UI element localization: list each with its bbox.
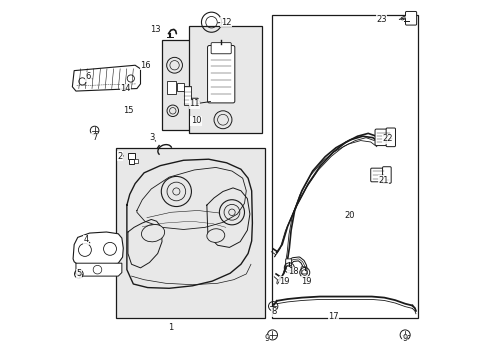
- Bar: [134, 159, 138, 163]
- Bar: [177, 83, 183, 91]
- FancyBboxPatch shape: [370, 168, 386, 182]
- FancyBboxPatch shape: [207, 45, 234, 103]
- Bar: [127, 153, 135, 159]
- FancyBboxPatch shape: [386, 128, 395, 147]
- FancyBboxPatch shape: [285, 259, 291, 266]
- Text: 23: 23: [375, 15, 386, 24]
- Text: 9: 9: [264, 334, 269, 343]
- Text: 2: 2: [117, 152, 122, 161]
- Text: 4: 4: [83, 235, 88, 244]
- Text: 10: 10: [190, 116, 201, 125]
- Ellipse shape: [206, 229, 224, 242]
- Text: 8: 8: [271, 307, 276, 316]
- Text: 17: 17: [327, 312, 338, 321]
- Bar: [188, 26, 262, 134]
- FancyBboxPatch shape: [405, 12, 416, 25]
- Text: 5: 5: [76, 269, 81, 278]
- Text: 11: 11: [189, 99, 199, 108]
- FancyBboxPatch shape: [382, 167, 390, 183]
- Text: 19: 19: [279, 276, 289, 285]
- FancyBboxPatch shape: [301, 267, 306, 274]
- Bar: [167, 81, 176, 94]
- Text: 20: 20: [343, 211, 354, 220]
- Text: 18: 18: [287, 267, 298, 276]
- Polygon shape: [73, 232, 123, 267]
- Text: 22: 22: [381, 134, 392, 143]
- Text: 21: 21: [378, 176, 388, 185]
- Text: 15: 15: [122, 105, 133, 114]
- Circle shape: [107, 246, 113, 252]
- Polygon shape: [72, 65, 140, 91]
- Text: 1: 1: [168, 323, 173, 332]
- FancyBboxPatch shape: [211, 42, 231, 54]
- Text: 19: 19: [300, 276, 311, 285]
- Text: 13: 13: [150, 25, 161, 34]
- Bar: [128, 159, 133, 164]
- Bar: [116, 148, 264, 318]
- Ellipse shape: [141, 224, 164, 242]
- Text: 14: 14: [120, 84, 130, 93]
- Text: 16: 16: [140, 61, 151, 70]
- Bar: [162, 40, 242, 130]
- Bar: [272, 15, 417, 318]
- Text: 3: 3: [149, 133, 154, 142]
- Polygon shape: [76, 263, 122, 276]
- Text: 6: 6: [85, 72, 91, 81]
- Bar: [183, 86, 191, 105]
- Text: 7: 7: [92, 133, 97, 142]
- FancyBboxPatch shape: [374, 129, 391, 145]
- Circle shape: [82, 247, 88, 253]
- Text: 12: 12: [220, 18, 231, 27]
- Text: 9: 9: [402, 334, 407, 343]
